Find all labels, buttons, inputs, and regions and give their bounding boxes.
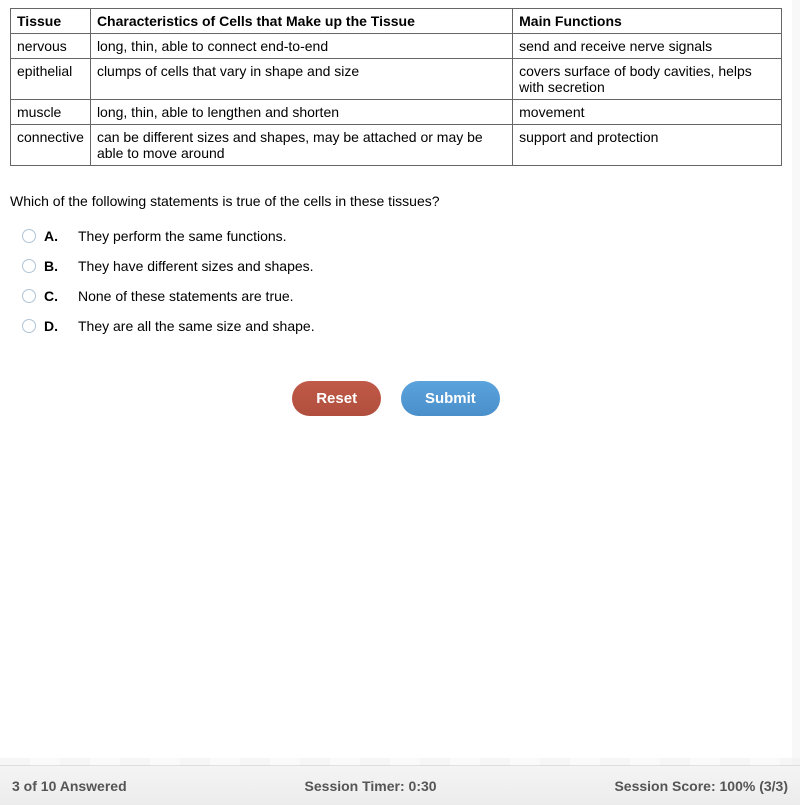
cell: long, thin, able to lengthen and shorten xyxy=(90,100,512,125)
cell: muscle xyxy=(11,100,91,125)
option-letter: A. xyxy=(44,228,62,244)
question-prompt: Which of the following statements is tru… xyxy=(10,181,782,221)
option-c[interactable]: C. None of these statements are true. xyxy=(22,281,782,311)
table-row: epithelial clumps of cells that vary in … xyxy=(11,59,782,100)
cell: covers surface of body cavities, helps w… xyxy=(513,59,782,100)
option-d[interactable]: D. They are all the same size and shape. xyxy=(22,311,782,341)
radio-icon[interactable] xyxy=(22,319,36,333)
cell: can be different sizes and shapes, may b… xyxy=(90,125,512,166)
session-timer: Session Timer: 0:30 xyxy=(305,778,437,794)
table-body: nervous long, thin, able to connect end-… xyxy=(11,34,782,166)
cell: clumps of cells that vary in shape and s… xyxy=(90,59,512,100)
progress-text: 3 of 10 Answered xyxy=(12,778,127,794)
radio-icon[interactable] xyxy=(22,289,36,303)
question-content: Tissue Characteristics of Cells that Mak… xyxy=(0,0,800,765)
col-header: Main Functions xyxy=(513,9,782,34)
options-group: A. They perform the same functions. B. T… xyxy=(10,221,782,341)
option-letter: B. xyxy=(44,258,62,274)
status-bar: 3 of 10 Answered Session Timer: 0:30 Ses… xyxy=(0,765,800,805)
radio-icon[interactable] xyxy=(22,229,36,243)
cell: nervous xyxy=(11,34,91,59)
session-score: Session Score: 100% (3/3) xyxy=(614,778,788,794)
option-letter: D. xyxy=(44,318,62,334)
cell: epithelial xyxy=(11,59,91,100)
col-header: Characteristics of Cells that Make up th… xyxy=(90,9,512,34)
table-row: muscle long, thin, able to lengthen and … xyxy=(11,100,782,125)
cell: movement xyxy=(513,100,782,125)
option-a[interactable]: A. They perform the same functions. xyxy=(22,221,782,251)
tissue-table: Tissue Characteristics of Cells that Mak… xyxy=(10,8,782,166)
option-text: They perform the same functions. xyxy=(78,228,287,244)
option-b[interactable]: B. They have different sizes and shapes. xyxy=(22,251,782,281)
submit-button[interactable]: Submit xyxy=(401,381,500,416)
table-row: connective can be different sizes and sh… xyxy=(11,125,782,166)
action-buttons: Reset Submit xyxy=(10,381,782,416)
cell: connective xyxy=(11,125,91,166)
option-text: They are all the same size and shape. xyxy=(78,318,315,334)
option-text: None of these statements are true. xyxy=(78,288,294,304)
cell: support and protection xyxy=(513,125,782,166)
table-row: nervous long, thin, able to connect end-… xyxy=(11,34,782,59)
cell: long, thin, able to connect end-to-end xyxy=(90,34,512,59)
radio-icon[interactable] xyxy=(22,259,36,273)
reset-button[interactable]: Reset xyxy=(292,381,381,416)
table-header-row: Tissue Characteristics of Cells that Mak… xyxy=(11,9,782,34)
option-text: They have different sizes and shapes. xyxy=(78,258,314,274)
cell: send and receive nerve signals xyxy=(513,34,782,59)
col-header: Tissue xyxy=(11,9,91,34)
option-letter: C. xyxy=(44,288,62,304)
